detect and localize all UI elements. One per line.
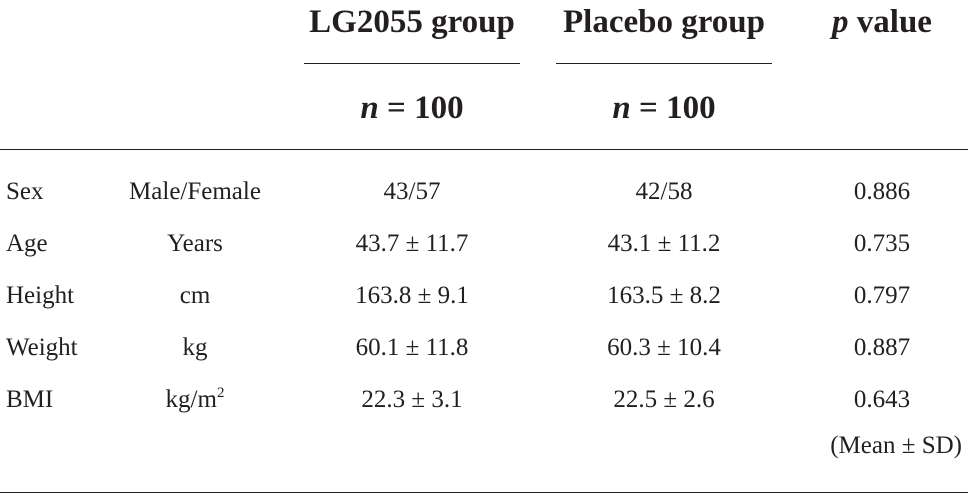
row-lg2055-value: 22.3 ± 3.1 bbox=[361, 386, 463, 413]
row-placebo-value: 22.5 ± 2.6 bbox=[613, 386, 715, 413]
row-unit-text: Male/Female bbox=[129, 178, 261, 205]
row-variable: Sex bbox=[6, 178, 44, 205]
n-value-placebo: = 100 bbox=[630, 90, 716, 126]
table-row-height: Height cm 163.8 ± 9.1 163.5 ± 8.2 0.797 bbox=[0, 270, 968, 322]
row-placebo-value: 60.3 ± 10.4 bbox=[607, 334, 721, 361]
header-p-rest: value bbox=[848, 4, 932, 40]
table-row-bmi: BMI kg/m2 22.3 ± 3.1 22.5 ± 2.6 0.643 bbox=[0, 374, 968, 426]
n-italic-lg2055: n bbox=[360, 90, 379, 126]
header-p-italic: p bbox=[832, 4, 849, 40]
table-row-age: Age Years 43.7 ± 11.7 43.1 ± 11.2 0.735 bbox=[0, 218, 968, 270]
header-lg2055-group: LG2055 group bbox=[309, 4, 515, 40]
row-unit-sup: 2 bbox=[216, 385, 225, 401]
row-unit: cm bbox=[110, 270, 280, 322]
row-variable: Weight bbox=[6, 334, 78, 361]
row-lg2055-value: 163.8 ± 9.1 bbox=[355, 282, 469, 309]
row-placebo-value: 42/58 bbox=[635, 178, 693, 205]
row-unit: Male/Female bbox=[110, 166, 280, 218]
header-underline-lg2055 bbox=[304, 63, 520, 64]
row-unit: Years bbox=[110, 218, 280, 270]
n-placebo: n = 100 bbox=[556, 90, 772, 127]
row-p-value: 0.643 bbox=[853, 386, 911, 413]
row-lg2055-value: 43.7 ± 11.7 bbox=[355, 230, 469, 257]
mean-sd-note: (Mean ± SD) bbox=[830, 432, 962, 459]
row-unit-text: Years bbox=[167, 230, 223, 257]
n-italic-placebo: n bbox=[612, 90, 631, 126]
n-lg2055: n = 100 bbox=[304, 90, 520, 127]
row-p-value: 0.887 bbox=[853, 334, 911, 361]
table-row-sex: Sex Male/Female 43/57 42/58 0.886 bbox=[0, 166, 968, 218]
row-p-value: 0.886 bbox=[853, 178, 911, 205]
header-underline-placebo bbox=[556, 63, 772, 64]
n-value-lg2055: = 100 bbox=[378, 90, 464, 126]
header-p-value: p value bbox=[818, 4, 946, 41]
row-unit-text: cm bbox=[179, 282, 211, 309]
row-placebo-value: 43.1 ± 11.2 bbox=[607, 230, 721, 257]
row-unit-text: kg/m bbox=[165, 386, 217, 413]
row-unit: kg bbox=[110, 322, 280, 374]
row-p-value: 0.735 bbox=[853, 230, 911, 257]
row-lg2055-value: 43/57 bbox=[383, 178, 441, 205]
table-top-rule bbox=[0, 149, 968, 150]
row-unit: kg/m2 bbox=[110, 374, 280, 426]
row-unit-text: kg bbox=[182, 334, 208, 361]
table-row-weight: Weight kg 60.1 ± 11.8 60.3 ± 10.4 0.887 bbox=[0, 322, 968, 374]
row-lg2055-value: 60.1 ± 11.8 bbox=[355, 334, 469, 361]
table-bottom-rule bbox=[0, 492, 968, 493]
row-variable: Age bbox=[6, 230, 48, 257]
header-placebo-group: Placebo group bbox=[563, 4, 765, 40]
row-variable: Height bbox=[6, 282, 75, 309]
row-variable: BMI bbox=[6, 386, 54, 413]
row-p-value: 0.797 bbox=[853, 282, 911, 309]
row-placebo-value: 163.5 ± 8.2 bbox=[607, 282, 721, 309]
